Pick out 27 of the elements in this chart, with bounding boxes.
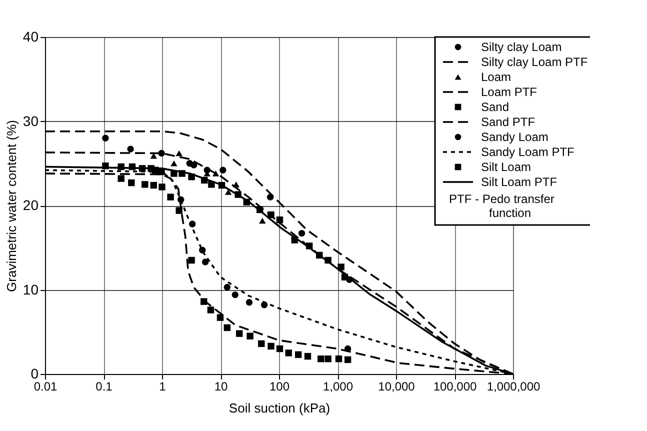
x-axis-title: Soil suction (kPa) <box>228 400 330 416</box>
legend-label: Sandy Loam <box>481 130 548 144</box>
x-tick-label: 1,000,000 <box>486 380 541 394</box>
y-tick-label: 30 <box>22 112 39 129</box>
x-tick-label: 1 <box>159 380 166 394</box>
y-tick-label: 0 <box>30 366 39 382</box>
legend-label: Loam <box>481 70 512 84</box>
x-tick-label: 10 <box>214 380 228 394</box>
y-axis-title: Gravimetric water content (%) <box>4 120 19 292</box>
x-tick-label: 0.01 <box>34 380 58 394</box>
legend-label: Sand PTF <box>481 115 536 129</box>
x-tick-label: 0.1 <box>96 380 113 394</box>
legend-label: Sand <box>481 100 510 114</box>
x-tick-label: 100 <box>269 380 290 394</box>
y-tick-label: 10 <box>22 281 39 298</box>
legend-label: Loam PTF <box>481 85 538 99</box>
annotation: PTF - Pedo transfer function <box>449 192 554 220</box>
legend-label: Silty clay Loam <box>481 40 562 54</box>
legend-label: Silt Loam PTF <box>481 175 558 189</box>
y-tick-label: 40 <box>22 28 39 44</box>
y-tick-label: 20 <box>22 197 39 213</box>
x-tick-label: 10,000 <box>378 380 416 394</box>
legend-label: Sandy Loam PTF <box>481 145 574 159</box>
legend-label: Silt Loam <box>481 160 532 174</box>
x-tick-label: 1,000 <box>322 380 354 394</box>
x-tick-label: 100,000 <box>433 380 478 394</box>
legend-label: Silty clay Loam PTF <box>481 55 588 69</box>
